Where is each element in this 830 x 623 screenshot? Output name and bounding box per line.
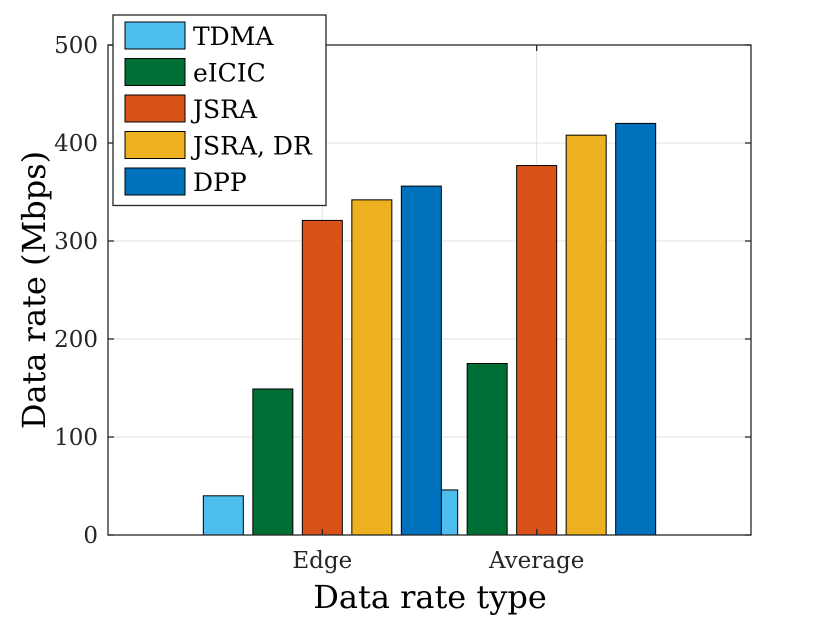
legend: TDMA eICIC JSRA JSRA, DR DPP (112, 14, 327, 207)
bar-jsra-edge (301, 219, 343, 536)
y-tick-label: 500 (54, 33, 98, 59)
legend-label: TDMA (193, 22, 274, 51)
bar-jsra-dr-average (565, 134, 607, 536)
legend-swatch (124, 94, 186, 123)
bar-jsra-dr-edge (351, 199, 393, 536)
legend-label: DPP (193, 168, 247, 197)
x-axis-label: Data rate type (313, 578, 547, 616)
plot-area-frame (107, 44, 752, 536)
legend-swatch (124, 58, 186, 86)
x-axis-ticks: Edge Average (292, 45, 584, 574)
bar-dpp-average (615, 122, 657, 536)
bar-jsra-average (516, 165, 558, 536)
y-tick-label: 300 (54, 229, 98, 255)
bar-eicic-average (466, 363, 508, 536)
legend-label: eICIC (193, 59, 266, 88)
bar-tdma-edge (202, 495, 244, 536)
legend-swatch (124, 21, 186, 50)
bar-dpp-edge (400, 185, 442, 536)
bars (202, 122, 657, 536)
x-tick-label: Edge (292, 548, 352, 574)
y-tick-label: 400 (54, 131, 98, 157)
y-tick-label: 200 (54, 327, 98, 353)
y-tick-label: 100 (54, 425, 98, 451)
x-tick-label: Average (488, 548, 584, 574)
legend-label: JSRA, DR (190, 132, 313, 161)
y-axis-label: Data rate (Mbps) (15, 151, 53, 429)
legend-swatch (124, 167, 186, 196)
y-tick-label: 0 (83, 523, 98, 549)
y-axis-ticks: 0 100 200 300 400 500 (54, 33, 751, 549)
bar-eicic-edge (252, 388, 294, 536)
legend-label: JSRA (190, 95, 258, 124)
legend-swatch (124, 131, 186, 159)
